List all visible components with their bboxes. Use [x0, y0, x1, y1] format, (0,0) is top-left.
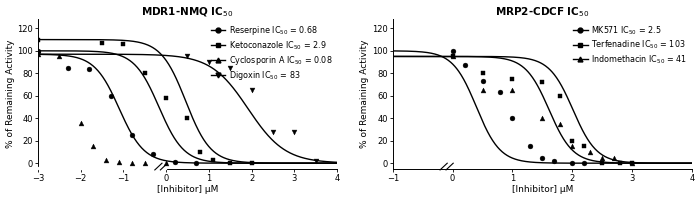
- Point: [62, 66, 74, 69]
- Point: [246, 162, 257, 165]
- X-axis label: [Inhibitor] μM: [Inhibitor] μM: [157, 185, 218, 194]
- Point: [626, 162, 638, 165]
- Legend: MK571 IC$_{50}$ = 2.5, Terfenadine IC$_{50}$ = 103, Indomethacin IC$_{50}$ = 41: MK571 IC$_{50}$ = 2.5, Terfenadine IC$_{…: [573, 23, 688, 67]
- Point: [537, 81, 548, 84]
- Title: MDR1-NMQ IC$_{50}$: MDR1-NMQ IC$_{50}$: [141, 6, 234, 19]
- Point: [507, 89, 518, 92]
- Point: [608, 156, 620, 159]
- Point: [160, 96, 172, 100]
- Point: [447, 55, 458, 58]
- Point: [190, 162, 202, 165]
- Point: [126, 133, 137, 137]
- Point: [554, 122, 566, 125]
- Point: [225, 162, 236, 165]
- Point: [447, 55, 458, 58]
- Point: [537, 156, 548, 159]
- Point: [75, 121, 86, 124]
- Point: [97, 41, 108, 45]
- Point: [195, 150, 206, 154]
- Point: [113, 160, 125, 164]
- Point: [32, 49, 43, 52]
- Point: [537, 117, 548, 120]
- Point: [32, 53, 43, 56]
- Point: [615, 162, 626, 165]
- Point: [118, 42, 129, 46]
- Legend: Reserpine IC$_{50}$ = 0.68, Ketoconazole IC$_{50}$ = 2.9, Cyclosporin A IC$_{50}: Reserpine IC$_{50}$ = 0.68, Ketoconazole…: [210, 23, 333, 83]
- Point: [507, 117, 518, 120]
- Point: [148, 153, 159, 156]
- Point: [579, 145, 590, 148]
- Point: [477, 89, 488, 92]
- Point: [207, 158, 218, 161]
- Y-axis label: % of Remaining Activity: % of Remaining Activity: [6, 40, 15, 148]
- Point: [32, 38, 43, 41]
- Bar: [38, 167, 166, 169]
- Point: [246, 89, 257, 92]
- Point: [267, 130, 279, 133]
- X-axis label: [Inhibitor] μM: [Inhibitor] μM: [512, 185, 573, 194]
- Point: [182, 117, 193, 120]
- Point: [88, 145, 99, 148]
- Point: [459, 64, 470, 67]
- Point: [495, 91, 506, 94]
- Point: [507, 77, 518, 81]
- Point: [566, 162, 578, 165]
- Point: [160, 162, 172, 165]
- Point: [447, 49, 458, 52]
- Point: [310, 159, 321, 163]
- Title: MRP2-CDCF IC$_{50}$: MRP2-CDCF IC$_{50}$: [495, 6, 589, 19]
- Point: [101, 158, 112, 161]
- Point: [288, 130, 300, 133]
- Point: [549, 159, 560, 163]
- Point: [477, 80, 488, 83]
- Point: [126, 162, 137, 165]
- Point: [584, 150, 596, 154]
- Point: [139, 72, 150, 75]
- Point: [525, 145, 536, 148]
- Point: [83, 67, 94, 70]
- Point: [554, 94, 566, 97]
- Point: [54, 55, 65, 58]
- Point: [579, 162, 590, 165]
- Point: [182, 55, 193, 58]
- Point: [566, 139, 578, 142]
- Point: [596, 162, 608, 165]
- Point: [225, 66, 236, 69]
- Point: [626, 162, 638, 165]
- Point: [477, 72, 488, 75]
- Point: [169, 160, 180, 164]
- Point: [566, 145, 578, 148]
- Point: [139, 162, 150, 165]
- Point: [203, 60, 214, 64]
- Point: [32, 53, 43, 56]
- Point: [596, 156, 608, 159]
- Y-axis label: % of Remaining Activity: % of Remaining Activity: [360, 40, 370, 148]
- Point: [105, 94, 116, 97]
